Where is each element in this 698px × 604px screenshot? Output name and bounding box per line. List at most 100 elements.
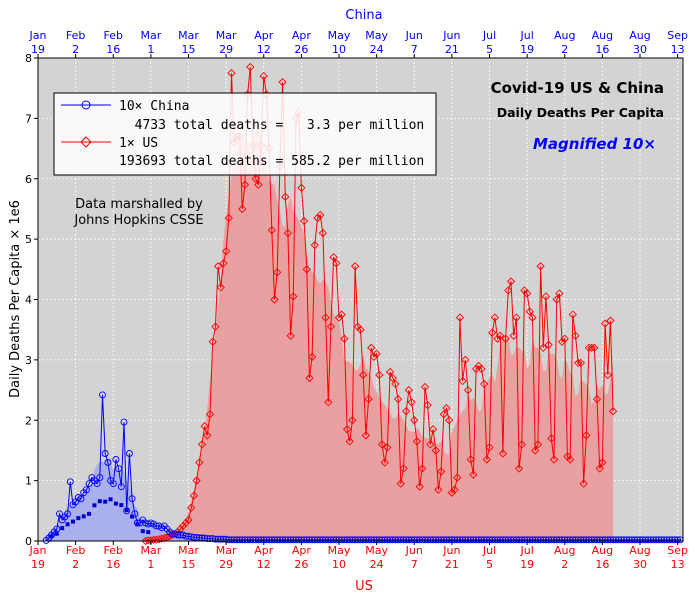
x-tick-label-top-month: Mar bbox=[216, 29, 237, 42]
china-point bbox=[429, 536, 437, 544]
china-point bbox=[343, 536, 351, 544]
top-x-axis: Jan19Feb2Feb16Mar1Mar15Mar29Apr12Apr26Ma… bbox=[29, 29, 688, 58]
china-point bbox=[585, 536, 593, 544]
china-point bbox=[206, 535, 214, 543]
china-point bbox=[383, 536, 391, 544]
us-point bbox=[227, 68, 236, 78]
us-point bbox=[383, 443, 392, 452]
us-point bbox=[345, 437, 354, 446]
us-point bbox=[259, 71, 268, 81]
x-tick-label-top-day: 12 bbox=[257, 43, 271, 56]
china-point bbox=[531, 536, 539, 544]
china-point bbox=[225, 536, 233, 544]
china-point bbox=[77, 495, 85, 503]
us-point bbox=[305, 373, 314, 383]
us-point bbox=[393, 394, 403, 404]
china-point bbox=[440, 536, 448, 544]
china-point bbox=[273, 536, 281, 544]
china-point bbox=[252, 536, 260, 544]
us-point bbox=[391, 379, 400, 389]
china-average-mark bbox=[146, 530, 151, 535]
x-tick-label-bottom-month: Apr bbox=[254, 544, 274, 557]
x-tick-label-bottom-day: 10 bbox=[332, 558, 346, 571]
x-tick-label-top-day: 5 bbox=[486, 43, 493, 56]
us-point bbox=[367, 343, 376, 352]
us-point bbox=[461, 355, 470, 365]
us-point bbox=[310, 241, 319, 250]
x-tick-label-bottom-day: 16 bbox=[106, 558, 120, 571]
us-point bbox=[582, 431, 591, 440]
x-tick-label-top-month: Feb bbox=[66, 29, 85, 42]
us-point bbox=[278, 78, 287, 87]
china-point bbox=[641, 536, 649, 544]
x-tick-label-bottom-day: 24 bbox=[370, 558, 384, 571]
us-point bbox=[334, 313, 344, 322]
us-point bbox=[221, 247, 231, 256]
us-point bbox=[286, 331, 295, 340]
china-point bbox=[510, 536, 518, 544]
china-point bbox=[295, 536, 303, 544]
y-axis: 0 1 2 3 4 5 6 7 8 bbox=[25, 52, 38, 548]
us-point bbox=[592, 394, 602, 404]
us-point bbox=[587, 343, 596, 352]
china-point bbox=[504, 536, 512, 544]
china-point bbox=[590, 536, 598, 544]
china-point bbox=[64, 510, 72, 518]
x-tick-label-bottom-month: Jul bbox=[519, 544, 533, 557]
china-point bbox=[477, 536, 485, 544]
us-point bbox=[385, 367, 395, 377]
us-fill-area bbox=[145, 127, 614, 542]
x-tick-label-top-month: Jul bbox=[482, 29, 496, 42]
us-point bbox=[299, 216, 309, 226]
x-tick-label-top-month: Apr bbox=[254, 29, 274, 42]
china-average-mark bbox=[70, 519, 75, 524]
china-point bbox=[424, 536, 432, 544]
us-point bbox=[600, 319, 610, 328]
china-point bbox=[209, 535, 217, 543]
china-point bbox=[655, 536, 663, 544]
china-point bbox=[569, 536, 577, 544]
china-point bbox=[400, 536, 407, 544]
china-point bbox=[408, 536, 416, 544]
china-point bbox=[615, 536, 622, 544]
china-average-mark bbox=[97, 499, 102, 504]
china-point bbox=[322, 536, 330, 544]
us-point bbox=[412, 437, 422, 446]
china-point bbox=[491, 536, 499, 544]
china-point bbox=[332, 536, 340, 544]
china-point bbox=[109, 480, 117, 488]
china-point bbox=[101, 450, 109, 457]
china-point bbox=[238, 536, 246, 544]
china-point bbox=[174, 531, 182, 539]
china-point bbox=[434, 536, 442, 544]
x-tick-label-bottom-month: Mar bbox=[178, 544, 199, 557]
china-point bbox=[187, 533, 195, 541]
china-point bbox=[496, 536, 504, 544]
china-point bbox=[572, 536, 579, 544]
us-point bbox=[181, 518, 190, 528]
china-point bbox=[93, 480, 101, 488]
china-point bbox=[416, 536, 424, 544]
china-point bbox=[314, 536, 321, 544]
china-point bbox=[389, 536, 397, 544]
china-point bbox=[82, 486, 90, 494]
china-area-path bbox=[46, 457, 681, 541]
x-tick-label-bottom-day: 19 bbox=[520, 558, 534, 571]
us-point bbox=[498, 449, 508, 458]
us-point bbox=[565, 455, 575, 464]
us-point bbox=[496, 331, 505, 340]
us-point bbox=[560, 334, 569, 343]
x-tick-label-top-month: Jul bbox=[519, 29, 533, 42]
us-point bbox=[297, 183, 306, 192]
x-tick-label-bottom-day: 29 bbox=[219, 558, 233, 571]
x-tick-label-top-day: 15 bbox=[182, 43, 196, 56]
us-point bbox=[348, 416, 357, 425]
us-point bbox=[426, 440, 435, 449]
us-point bbox=[531, 446, 540, 455]
legend-us-label: 1× US bbox=[119, 136, 158, 151]
us-point bbox=[453, 473, 462, 482]
us-point bbox=[270, 295, 279, 304]
us-point bbox=[608, 407, 618, 416]
us-point bbox=[552, 295, 561, 304]
